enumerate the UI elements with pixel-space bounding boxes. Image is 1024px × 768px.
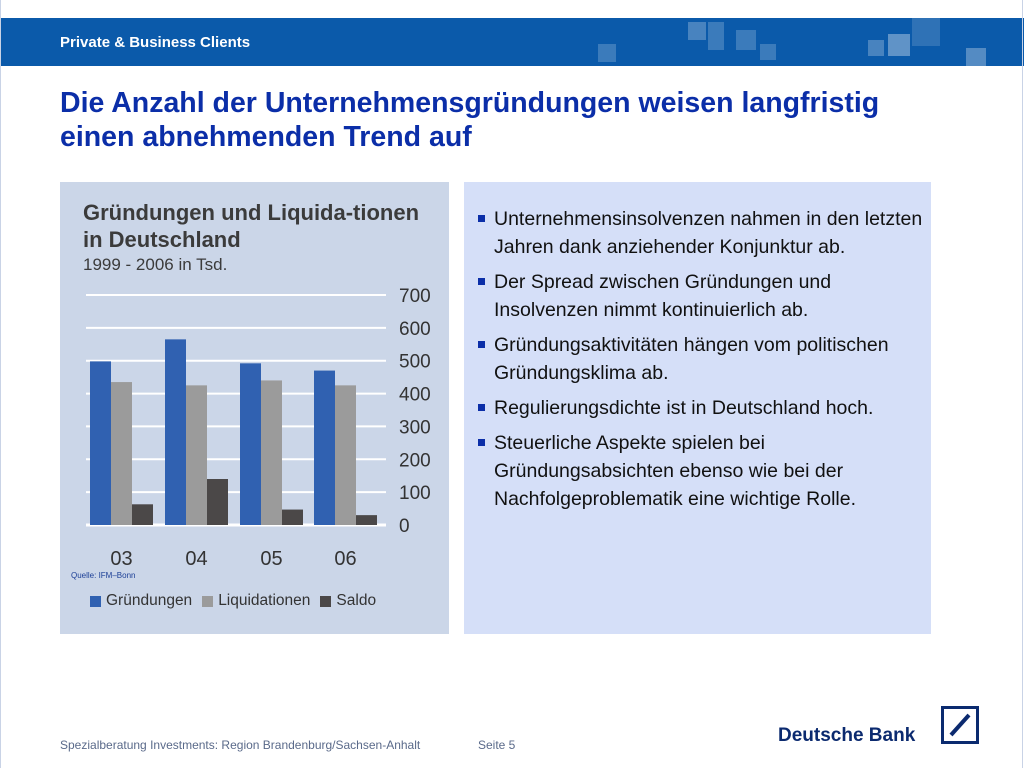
bullet-panel <box>464 182 931 634</box>
bullet-item: Steuerliche Aspekte spielen bei Gründung… <box>478 429 928 513</box>
brand-name: Deutsche Bank <box>778 725 916 746</box>
x-tick-label: 05 <box>260 548 282 570</box>
legend-label: Liquidationen <box>218 592 311 609</box>
chart-subtitle: 1999 - 2006 in Tsd. <box>83 255 228 274</box>
bar <box>132 504 153 525</box>
bar <box>314 370 335 525</box>
bullet-text: Unternehmensinsolvenzen nahmen in den le… <box>494 208 923 258</box>
legend-item: Liquidationen <box>202 592 310 610</box>
header-decor-square <box>966 48 986 66</box>
y-tick-label: 300 <box>399 417 431 438</box>
header-decor-square <box>708 22 724 50</box>
header-band <box>0 18 1024 66</box>
header-decor-square <box>688 22 706 40</box>
footer-text: Spezialberatung Investments: Region Bran… <box>60 738 421 752</box>
bullet-item: Unternehmensinsolvenzen nahmen in den le… <box>478 205 928 261</box>
legend-item: Saldo <box>320 592 376 610</box>
bar <box>90 361 111 525</box>
bar <box>186 385 207 525</box>
x-tick-label: 06 <box>334 548 356 570</box>
bar <box>261 380 282 525</box>
header-label: Private & Business Clients <box>60 34 251 51</box>
legend-label: Saldo <box>336 592 377 609</box>
header-decor-square <box>912 18 940 46</box>
legend-swatch-gruendungen <box>90 595 101 607</box>
bullet-item: Regulierungsdichte ist in Deutschland ho… <box>478 394 928 422</box>
bullet-square-icon <box>478 341 485 348</box>
bar <box>335 385 356 525</box>
right-border <box>1022 0 1023 768</box>
left-border <box>0 0 1 768</box>
bullet-text: Regulierungsdichte ist in Deutschland ho… <box>494 397 874 419</box>
y-tick-label: 600 <box>399 319 431 340</box>
y-tick-label: 400 <box>399 385 431 406</box>
bar <box>240 363 261 525</box>
header-decor-square <box>736 30 756 50</box>
y-tick-label: 200 <box>399 450 431 471</box>
bullet-list: Unternehmensinsolvenzen nahmen in den le… <box>478 205 928 520</box>
header-decor-square <box>868 40 884 56</box>
bullet-item: Gründungsaktivitäten hängen vom politisc… <box>478 331 928 387</box>
bullet-square-icon <box>478 404 485 411</box>
logo-slash-icon <box>949 713 971 737</box>
bar <box>165 339 186 525</box>
legend-swatch-saldo <box>320 595 332 607</box>
bullet-text: Der Spread zwischen Gründungen und Insol… <box>494 271 832 321</box>
header-decor-square <box>888 34 910 56</box>
legend-swatch-liquidationen <box>202 595 214 607</box>
legend-item: Gründungen <box>90 592 192 610</box>
x-tick-label: 03 <box>110 548 132 570</box>
bar <box>356 515 377 525</box>
footer-page-number: Seite 5 <box>478 738 516 752</box>
bar <box>282 509 303 525</box>
y-tick-label: 100 <box>399 483 431 504</box>
legend-label: Gründungen <box>106 592 193 609</box>
bullet-square-icon <box>478 215 485 222</box>
chart-source: Quelle: IFM–Bonn <box>71 571 136 580</box>
bullet-text: Gründungsaktivitäten hängen vom politisc… <box>494 334 889 384</box>
chart-legend: Gründungen Liquidationen Saldo <box>90 592 386 610</box>
y-tick-label: 500 <box>399 352 431 373</box>
header-decor-square <box>598 44 616 62</box>
bullet-square-icon <box>478 278 485 285</box>
header-decor-square <box>760 44 776 60</box>
bullet-text: Steuerliche Aspekte spielen bei Gründung… <box>494 432 857 510</box>
deutsche-bank-logo-icon <box>941 706 979 744</box>
bar-chart: 0 100 200 300 400 500 600 700 03 04 05 06 <box>86 286 431 570</box>
y-tick-label: 0 <box>399 516 410 537</box>
y-tick-label: 700 <box>399 286 431 307</box>
bullet-item: Der Spread zwischen Gründungen und Insol… <box>478 268 928 324</box>
x-tick-label: 04 <box>185 548 207 570</box>
chart-title: Gründungen und Liquida-tionen in Deutsch… <box>83 200 420 252</box>
bar <box>207 479 228 525</box>
page-title: Die Anzahl der Unternehmensgründungen we… <box>60 87 880 153</box>
bullet-square-icon <box>478 439 485 446</box>
bar <box>111 382 132 525</box>
